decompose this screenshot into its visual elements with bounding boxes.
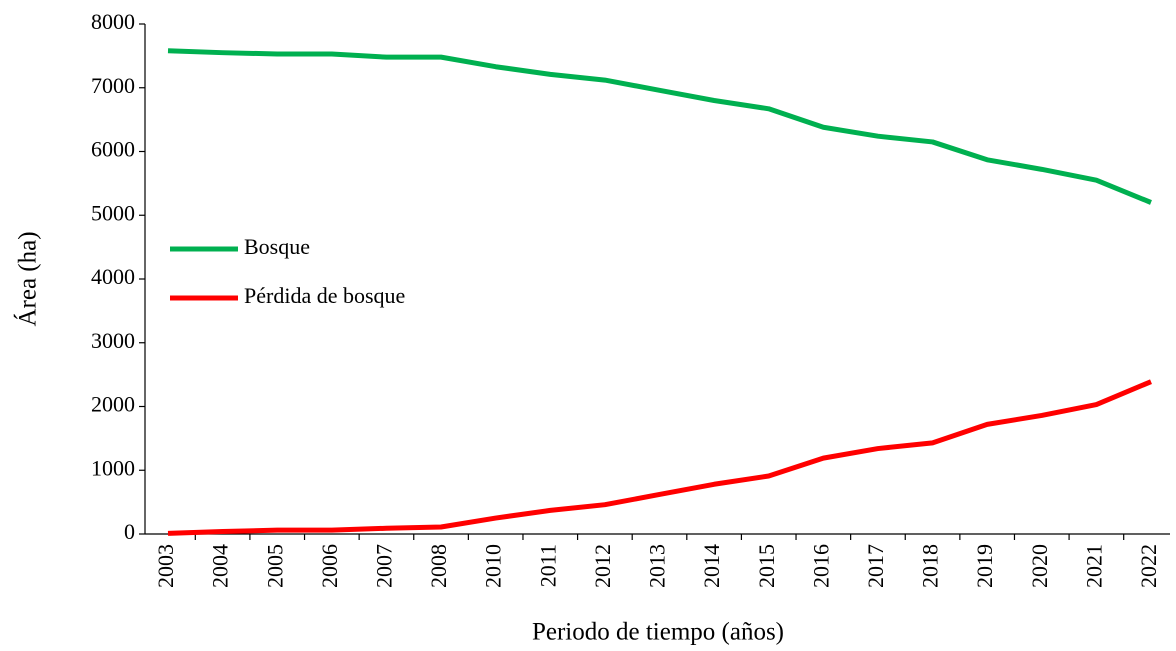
x-tick-label: 2011 (535, 544, 560, 587)
x-tick-label: 2008 (426, 544, 451, 588)
x-tick-label: 2016 (808, 544, 833, 588)
x-tick-label: 2006 (317, 544, 342, 588)
x-tick-label: 2017 (863, 544, 888, 588)
x-tick-label: 2003 (153, 544, 178, 588)
y-tick-label: 4000 (91, 264, 135, 289)
y-tick-label: 3000 (91, 328, 135, 353)
y-axis-label: Área (ha) (14, 231, 42, 326)
x-tick-label: 2019 (972, 544, 997, 588)
x-tick-label: 2018 (918, 544, 943, 588)
x-tick-label: 2007 (371, 544, 396, 588)
x-tick-label: 2012 (590, 544, 615, 588)
y-tick-label: 8000 (91, 9, 135, 34)
x-tick-label: 2020 (1027, 544, 1052, 588)
x-tick-label: 2010 (481, 544, 506, 588)
legend-label: Pérdida de bosque (244, 283, 405, 308)
y-tick-label: 2000 (91, 392, 135, 417)
legend-label: Bosque (244, 234, 310, 259)
x-tick-label: 2015 (754, 544, 779, 588)
x-tick-label: 2014 (699, 544, 724, 588)
series-line (167, 379, 1152, 536)
y-tick-label: 5000 (91, 200, 135, 225)
x-tick-label: 2005 (262, 544, 287, 588)
y-tick-label: 0 (124, 519, 135, 544)
y-tick-label: 6000 (91, 137, 135, 162)
x-axis-label: Periodo de tiempo (años) (532, 619, 784, 646)
y-tick-label: 7000 (91, 73, 135, 98)
x-tick-label: 2022 (1136, 544, 1161, 588)
x-tick-label: 2013 (645, 544, 670, 588)
x-tick-label: 2004 (208, 544, 233, 588)
x-tick-label: 2021 (1081, 544, 1106, 588)
series-line (167, 48, 1152, 205)
y-tick-label: 1000 (91, 455, 135, 480)
